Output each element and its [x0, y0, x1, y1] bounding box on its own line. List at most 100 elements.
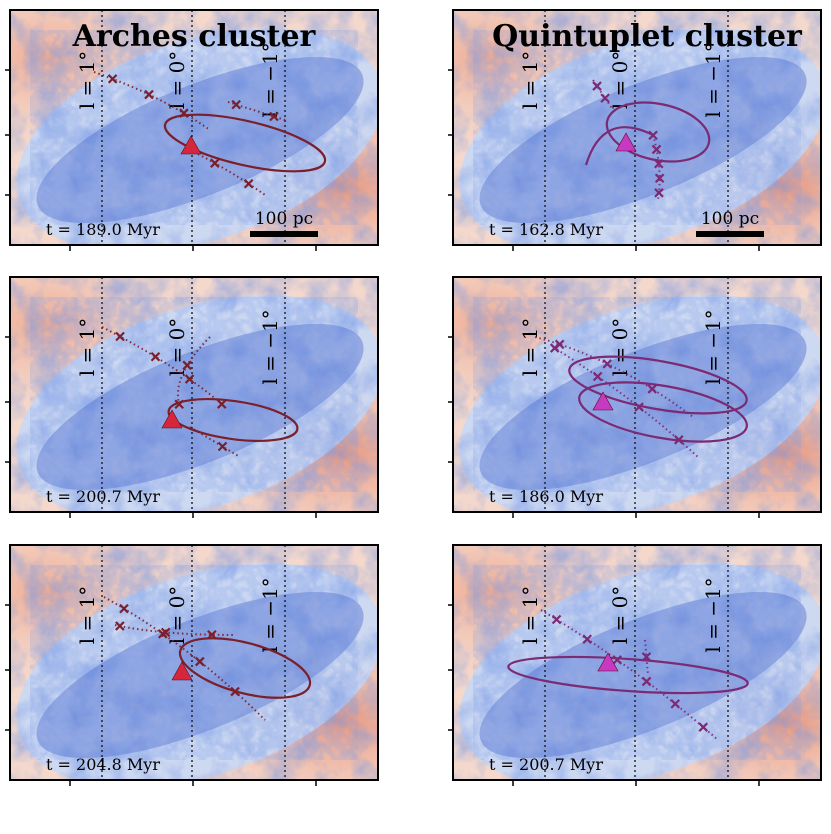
- column-title: Arches cluster: [72, 19, 317, 54]
- cluster-orbit-solid: [178, 637, 312, 699]
- orbit-x-marker: [654, 158, 664, 169]
- cluster-orbit-solid: [507, 655, 749, 695]
- cluster-orbit-solid: [605, 101, 711, 163]
- orbit-x-marker: [179, 108, 189, 118]
- time-label: t = 186.0 Myr: [489, 487, 603, 506]
- orbit-x-marker: [551, 614, 562, 625]
- longitude-label: l = 0°: [608, 318, 632, 377]
- time-label: t = 200.7 Myr: [46, 487, 160, 506]
- map-panel-arches-row-1: l = 1° l = 0° l = −1° t = 189.0 Myr Arches c…: [5, 9, 379, 251]
- scale-bar: [696, 231, 764, 237]
- longitude-label: l = −1°: [701, 42, 725, 117]
- progenitor-orbit-dotted: [540, 609, 719, 741]
- cluster-position-marker: [171, 661, 193, 681]
- column-title: Quintuplet cluster: [492, 19, 803, 54]
- orbit-x-marker: [144, 89, 154, 100]
- map-panel-quintuplet-row-1: l = 1° l = 0° l = −1° t = 162.8 Myr Quintupl…: [448, 9, 822, 251]
- longitude-label: l = −1°: [258, 577, 282, 652]
- progenitor-orbit-dotted: [101, 326, 241, 458]
- orbit-x-marker: [231, 99, 241, 110]
- orbit-x-marker: [210, 158, 220, 168]
- longitude-label: l = 1°: [518, 586, 542, 645]
- orbit-x-marker: [654, 173, 665, 184]
- map-panel-arches-row-2: l = 1° l = 0° l = −1°t = 200.7 Myr: [5, 276, 379, 518]
- gas-filaments-fine: [473, 30, 801, 225]
- orbit-x-marker: [269, 111, 279, 122]
- map-panel-quintuplet-row-3: l = 1° l = 0° l = −1° t = 200.7 Myr: [448, 544, 822, 786]
- orbit-x-marker: [698, 722, 709, 732]
- orbit-x-marker: [217, 441, 228, 452]
- longitude-label: l = 1°: [518, 318, 542, 377]
- map-panel-quintuplet-row-2: l = 1° l = 0° l = −1° t = 186.0 Myr: [448, 276, 822, 518]
- cluster-orbit-solid: [167, 398, 299, 442]
- time-label: t = 189.0 Myr: [46, 220, 160, 239]
- time-label: t = 204.8 Myr: [46, 755, 160, 774]
- cluster-position-marker: [615, 132, 637, 152]
- orbit-x-marker: [582, 634, 592, 644]
- orbit-x-marker: [641, 652, 652, 662]
- orbit-x-marker: [160, 627, 171, 638]
- progenitor-orbit-dotted: [534, 336, 699, 458]
- orbit-x-marker: [115, 621, 125, 631]
- orbit-x-marker: [600, 93, 610, 103]
- orbit-x-marker: [647, 384, 658, 394]
- longitude-label: l = −1°: [701, 309, 725, 384]
- orbit-x-marker: [174, 399, 184, 410]
- cluster-position-marker: [180, 135, 202, 155]
- cluster-orbit-solid: [163, 113, 327, 173]
- panel-frame: [452, 544, 822, 781]
- orbit-x-marker: [182, 360, 192, 371]
- orbit-x-marker: [641, 676, 652, 687]
- orbit-x-marker: [115, 331, 125, 342]
- longitude-label: l = 1°: [518, 51, 542, 110]
- panel-frame: [9, 9, 379, 246]
- orbit-x-marker: [207, 629, 217, 640]
- orbit-x-marker: [602, 359, 613, 369]
- longitude-label: l = 0°: [608, 51, 632, 110]
- longitude-label: l = 0°: [608, 586, 632, 645]
- orbit-x-marker: [651, 144, 662, 155]
- map-panel-arches-row-3: l = 1° l = 0° l = −1°t = 204.8 Myr: [5, 544, 379, 786]
- orbit-x-marker: [670, 699, 681, 709]
- longitude-label: l = 1°: [75, 586, 99, 645]
- orbit-x-marker: [150, 351, 161, 362]
- orbit-x-marker: [634, 402, 644, 412]
- scale-bar-label: 100 pc: [701, 209, 759, 229]
- cluster-position-marker: [161, 409, 183, 429]
- cluster-orbit-solid: [578, 381, 748, 443]
- cluster-position-marker: [597, 652, 619, 672]
- panel-frame: [9, 544, 379, 781]
- orbit-x-marker: [184, 374, 195, 384]
- progenitor-orbit-dotted: [103, 596, 266, 721]
- orbit-x-marker: [648, 130, 658, 141]
- cluster-position-marker: [592, 391, 614, 411]
- orbit-x-marker: [195, 656, 205, 667]
- orbit-x-marker: [230, 686, 240, 697]
- longitude-label: l = −1°: [701, 577, 725, 652]
- orbit-x-marker: [674, 435, 684, 445]
- panel-frame: [9, 276, 379, 513]
- longitude-label: l = −1°: [258, 309, 282, 384]
- cluster-orbit-solid: [568, 355, 748, 415]
- gas-filaments-fine: [30, 30, 358, 225]
- orbit-x-marker: [107, 74, 118, 84]
- scale-bar-label: 100 pc: [255, 209, 313, 229]
- orbit-x-marker: [243, 179, 254, 189]
- longitude-label: l = 1°: [75, 51, 99, 110]
- time-label: t = 162.8 Myr: [489, 220, 603, 239]
- orbit-x-marker: [592, 81, 602, 91]
- longitude-label: l = 0°: [165, 51, 189, 110]
- orbit-x-marker: [612, 655, 622, 665]
- panel-frame: [452, 276, 822, 513]
- longitude-label: l = −1°: [258, 42, 282, 117]
- longitude-label: l = 1°: [75, 318, 99, 377]
- gas-filaments-fine: [30, 565, 358, 760]
- gas-filaments-fine: [30, 297, 358, 492]
- cluster-orbit-solid: [584, 126, 654, 166]
- time-label: t = 200.7 Myr: [489, 755, 603, 774]
- orbit-x-marker: [119, 603, 129, 614]
- orbit-x-marker: [592, 371, 603, 382]
- scale-bar: [250, 231, 318, 237]
